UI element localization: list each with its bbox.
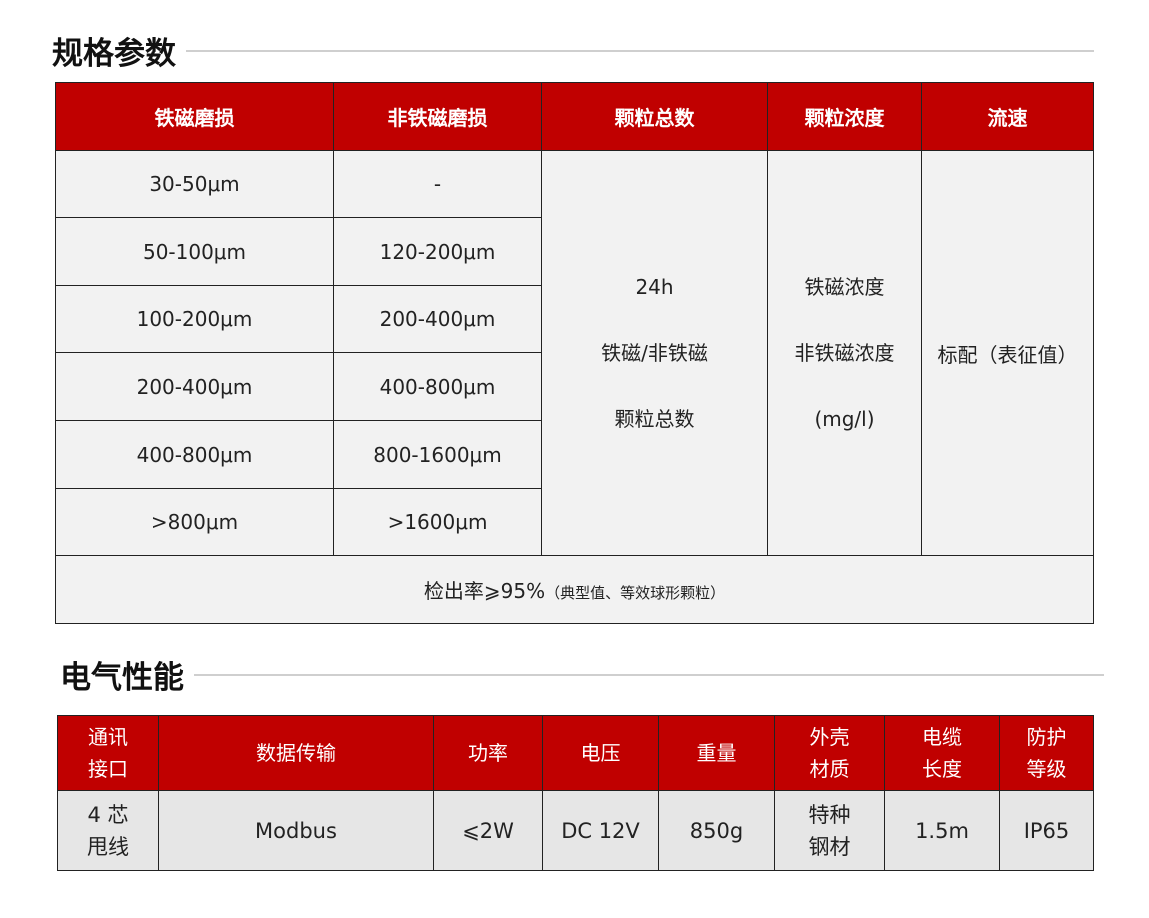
- cell-text: 外壳: [809, 725, 850, 749]
- table-cell: 100-200μm: [55, 285, 334, 353]
- cell-text: 特种: [808, 802, 851, 827]
- header-cell: 重量: [658, 715, 775, 791]
- cell-text: 等级: [1026, 757, 1067, 781]
- table-cell: 120-200μm: [333, 217, 542, 286]
- table-cell: 400-800μm: [55, 420, 334, 489]
- divider: [194, 673, 1104, 676]
- electrical-table: 通讯 接口 数据传输 功率 电压 重量 外壳 材质 电缆 长度 防护 等级 4 芯甩线 Modbus ⩽2…: [57, 715, 1094, 871]
- cell-text: 钢材: [808, 834, 851, 859]
- cell-text: 接口: [88, 757, 128, 781]
- table-cell: DC 12V: [542, 790, 659, 871]
- spec-table: 铁磁磨损 非铁磁磨损 颗粒总数 颗粒浓度 流速 30-50μm - 24h 铁磁/…: [55, 82, 1094, 624]
- table-cell: 200-400μm: [55, 352, 334, 421]
- cell-text: 通讯: [88, 725, 128, 749]
- table-cell: 800-1600μm: [333, 420, 542, 489]
- header-cell: 电压: [542, 715, 659, 791]
- text: 24h: [635, 275, 674, 299]
- cell-text: 材质: [809, 757, 850, 781]
- header-cell: 通讯 接口: [57, 715, 159, 791]
- cell-text: 850g: [689, 818, 744, 843]
- conc-cell: 铁磁浓度非铁磁浓度 (mg/l): [767, 150, 922, 556]
- cell-text: 功率: [468, 741, 508, 765]
- cell-text: ⩽2W: [462, 818, 514, 843]
- table-cell: 50-100μm: [55, 217, 334, 286]
- text: 颗粒总数: [614, 407, 695, 431]
- header-cell: 颗粒浓度: [767, 82, 922, 151]
- cell-text: DC 12V: [561, 818, 640, 843]
- total-cell: 24h 铁磁/非铁磁 颗粒总数: [541, 150, 768, 556]
- text: 铁磁浓度: [804, 275, 885, 299]
- cell-text: Modbus: [255, 818, 337, 843]
- elec-section-header: 电气性能: [60, 652, 1104, 697]
- table-cell: Modbus: [158, 790, 434, 871]
- table-cell: 200-400μm: [333, 285, 542, 353]
- spec-section-header: 规格参数: [52, 28, 1094, 73]
- detection-rate: 检出率⩾95%: [423, 579, 546, 603]
- header-cell: 数据传输: [158, 715, 434, 791]
- table-cell: 4 芯甩线: [57, 790, 159, 871]
- cell-text: 电压: [580, 741, 621, 765]
- table-cell: 400-800μm: [333, 352, 542, 421]
- cell-text: 甩线: [87, 834, 129, 859]
- table-cell: 特种 钢材: [774, 790, 885, 871]
- text: (mg/l): [814, 407, 875, 431]
- header-cell: 非铁磁磨损: [333, 82, 542, 151]
- text: 非铁磁浓度: [794, 341, 895, 365]
- table-cell: -: [333, 150, 542, 218]
- table-cell: 1.5m: [884, 790, 1000, 871]
- cell-text: 4 芯: [87, 802, 129, 827]
- cell-text: 1.5m: [915, 818, 969, 843]
- table-cell: 850g: [658, 790, 775, 871]
- cell-text: 长度: [922, 757, 962, 781]
- header-cell: 防护 等级: [999, 715, 1094, 791]
- table-cell: 30-50μm: [55, 150, 334, 218]
- header-cell: 流速: [921, 82, 1094, 151]
- cell-text: IP65: [1023, 818, 1070, 843]
- table-cell: >1600μm: [333, 488, 542, 556]
- table-cell: IP65: [999, 790, 1094, 871]
- footnote: （典型值、等效球形颗粒）: [545, 584, 726, 602]
- text: 铁磁/非铁磁: [601, 341, 708, 365]
- cell-text: 数据传输: [256, 741, 336, 765]
- header-cell: 外壳 材质: [774, 715, 885, 791]
- cell-text: 重量: [696, 741, 737, 765]
- cell-text: 防护: [1026, 725, 1067, 749]
- flow-cell: 标配（表征值）: [921, 150, 1094, 556]
- footer-cell: 检出率⩾95%（典型值、等效球形颗粒）: [55, 555, 1094, 624]
- table-cell: >800μm: [55, 488, 334, 556]
- header-cell: 颗粒总数: [541, 82, 768, 151]
- header-cell: 功率: [433, 715, 543, 791]
- table-cell: ⩽2W: [433, 790, 543, 871]
- section-title: 电气性能: [60, 660, 184, 696]
- section-title: 规格参数: [52, 36, 176, 72]
- divider: [186, 49, 1094, 52]
- cell-text: 电缆: [922, 725, 962, 749]
- header-cell: 铁磁磨损: [55, 82, 334, 151]
- header-cell: 电缆 长度: [884, 715, 1000, 791]
